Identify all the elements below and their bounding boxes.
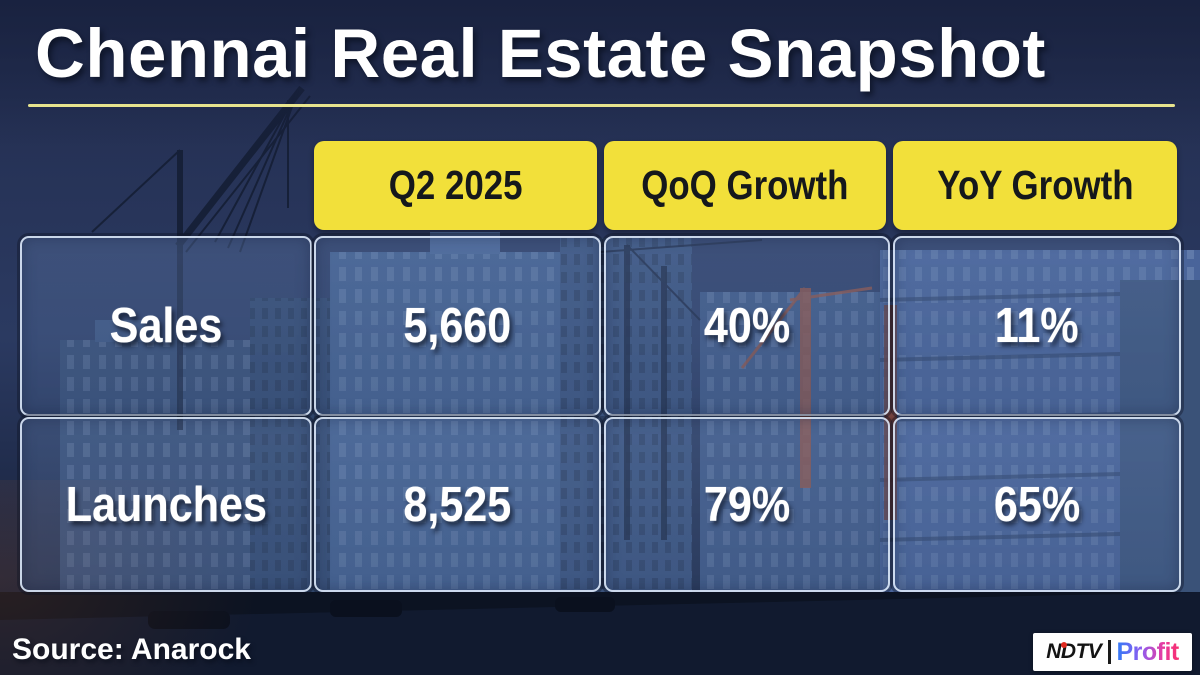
cell-sales-qoq-growth: 40%	[604, 236, 890, 416]
row-label-launches: Launches	[20, 417, 312, 592]
ndtv-wordmark: NDTV	[1046, 640, 1102, 664]
source-attribution: Source: Anarock	[12, 633, 251, 666]
cell-value: 79%	[703, 477, 791, 532]
column-header-label: QoQ Growth	[641, 162, 849, 208]
column-header-yoy-growth: YoY Growth	[893, 141, 1177, 230]
cell-value: 8,525	[403, 477, 512, 532]
column-header-label: Q2 2025	[388, 162, 523, 208]
row-label: Launches	[65, 477, 267, 532]
cell-value: 11%	[995, 299, 1079, 353]
ndtv-red-dot-icon	[1061, 642, 1068, 648]
cell-launches-qoq-growth: 79%	[604, 417, 890, 592]
cell-value: 5,660	[403, 299, 512, 353]
cell-value: 40%	[703, 299, 791, 353]
column-header-q2-2025: Q2 2025	[314, 141, 597, 230]
column-header-label: YoY Growth	[936, 162, 1134, 208]
ndtv-wordmark-text: NDTV	[1046, 640, 1102, 663]
profit-wordmark: Profit	[1116, 637, 1179, 666]
page-title: Chennai Real Estate Snapshot	[35, 15, 1046, 92]
cell-value: 65%	[993, 477, 1081, 532]
column-header-qoq-growth: QoQ Growth	[604, 141, 886, 230]
cell-sales-q2-2025: 5,660	[314, 236, 601, 416]
cell-launches-yoy-growth: 65%	[893, 417, 1181, 592]
cell-sales-yoy-growth: 11%	[893, 236, 1181, 416]
row-label-sales: Sales	[20, 236, 312, 416]
title-underline	[28, 104, 1175, 107]
ndtv-profit-logo: NDTV Profit	[1033, 633, 1192, 671]
buildings	[60, 232, 1200, 602]
cell-launches-q2-2025: 8,525	[314, 417, 601, 592]
row-label: Sales	[109, 299, 223, 353]
logo-separator-bar	[1108, 640, 1112, 664]
